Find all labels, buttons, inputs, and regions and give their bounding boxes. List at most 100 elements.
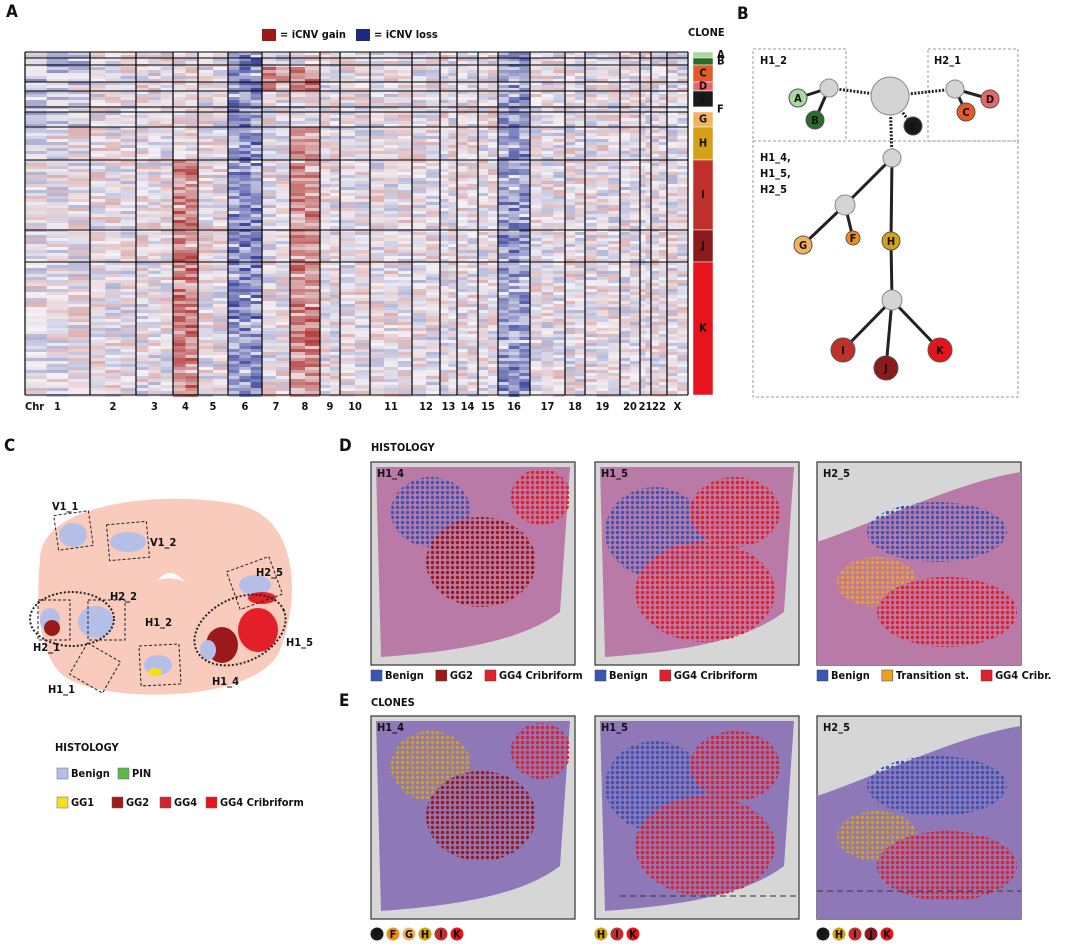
- heatmap-cell: [120, 322, 136, 325]
- heatmap-cell: [276, 271, 290, 274]
- heatmap-cell: [305, 253, 320, 256]
- heatmap-cell: [508, 85, 520, 88]
- heatmap-cell: [173, 250, 186, 253]
- heatmap-cell: [508, 118, 520, 121]
- heatmap-cell: [585, 154, 597, 157]
- heatmap-cell: [239, 298, 251, 301]
- heatmap-cell: [530, 142, 542, 145]
- heatmap-cell: [330, 181, 340, 184]
- heatmap-cell: [467, 295, 478, 298]
- heatmap-cell: [120, 70, 136, 73]
- heatmap-cell: [370, 313, 384, 316]
- heatmap-cell: [630, 160, 640, 163]
- heatmap-cell: [398, 139, 412, 142]
- heatmap-cell: [228, 241, 240, 244]
- heatmap-cell: [677, 244, 688, 247]
- heatmap-cell: [355, 97, 370, 100]
- heatmap-cell: [412, 202, 426, 205]
- heatmap-cell: [542, 139, 554, 142]
- heatmap-cell: [553, 118, 565, 121]
- heatmap-cell: [519, 121, 530, 124]
- heatmap-cell: [565, 256, 575, 259]
- heatmap-cell: [213, 55, 228, 58]
- heatmap-cell: [398, 109, 412, 112]
- heatmap-cell: [498, 127, 509, 130]
- heatmap-cell: [678, 100, 689, 103]
- heatmap-cell: [262, 118, 276, 121]
- heatmap-cell: [173, 58, 186, 61]
- heatmap-cell: [553, 67, 565, 70]
- heatmap-cell: [498, 136, 509, 139]
- heatmap-cell: [320, 241, 330, 244]
- heatmap-cell: [541, 109, 554, 112]
- heatmap-cell: [645, 130, 651, 133]
- heatmap-cell: [384, 283, 398, 286]
- heatmap-cell: [667, 259, 678, 262]
- heatmap-cell: [541, 121, 554, 124]
- heatmap-cell: [575, 178, 585, 181]
- heatmap-cell: [553, 196, 565, 199]
- heatmap-cell: [148, 136, 160, 139]
- heatmap-cell: [412, 130, 426, 133]
- heatmap-cell: [262, 196, 276, 199]
- heatmap-cell: [608, 67, 620, 70]
- heatmap-cell: [262, 94, 276, 97]
- heatmap-cell: [120, 151, 136, 154]
- heatmap-cell: [478, 121, 488, 124]
- heatmap-cell: [530, 307, 542, 310]
- heatmap-cell: [239, 61, 251, 64]
- heatmap-cell: [541, 61, 554, 64]
- heatmap-cell: [677, 283, 688, 286]
- heatmap-cell: [213, 97, 228, 100]
- heatmap-cell: [659, 277, 667, 280]
- heatmap-cell: [608, 52, 620, 55]
- heatmap-cell: [620, 157, 630, 160]
- heatmap-cell: [262, 160, 276, 163]
- heatmap-cell: [148, 139, 161, 142]
- heatmap-cell: [250, 208, 262, 211]
- heatmap-cell: [384, 280, 398, 283]
- heatmap-cell: [384, 325, 398, 328]
- heatmap-cell: [305, 241, 320, 244]
- heatmap-cell: [46, 301, 69, 304]
- heatmap-cell: [228, 319, 240, 322]
- heatmap-cell: [355, 313, 370, 316]
- heatmap-cell: [541, 292, 554, 295]
- heatmap-cell: [198, 259, 213, 262]
- heatmap-cell: [370, 109, 384, 112]
- heatmap-cell: [330, 175, 340, 178]
- heatmap-cell: [553, 187, 565, 190]
- heatmap-cell: [136, 178, 149, 181]
- heatmap-cell: [290, 292, 305, 295]
- heatmap-cell: [384, 271, 398, 274]
- heatmap-cell: [478, 82, 488, 85]
- heatmap-cell: [659, 241, 667, 244]
- heatmap-cell: [262, 175, 276, 178]
- heatmap-cell: [530, 139, 542, 142]
- heatmap-cell: [541, 241, 554, 244]
- heatmap-cell: [136, 154, 149, 157]
- heatmap-cell: [608, 151, 620, 154]
- heatmap-cell: [645, 88, 651, 91]
- heatmap-cell: [250, 199, 262, 202]
- heatmap-cell: [426, 205, 440, 208]
- heatmap-cell: [250, 223, 262, 226]
- heatmap-cell: [645, 148, 651, 151]
- heatmap-cell: [596, 223, 609, 226]
- heatmap-cell: [467, 262, 478, 265]
- heatmap-cell: [185, 97, 198, 100]
- heatmap-cell: [355, 151, 370, 154]
- heatmap-cell: [262, 250, 276, 253]
- heatmap-cell: [478, 100, 488, 103]
- heatmap-cell: [667, 280, 678, 283]
- heatmap-cell: [198, 100, 213, 103]
- heatmap-cell: [262, 151, 276, 154]
- heatmap-cell: [120, 55, 136, 58]
- heatmap-cell: [105, 163, 121, 166]
- heatmap-cell: [575, 145, 585, 148]
- heatmap-cell: [355, 238, 370, 241]
- heatmap-cell: [148, 61, 161, 64]
- heatmap-cell: [608, 277, 620, 280]
- heatmap-cell: [398, 241, 412, 244]
- heatmap-cell: [426, 250, 440, 253]
